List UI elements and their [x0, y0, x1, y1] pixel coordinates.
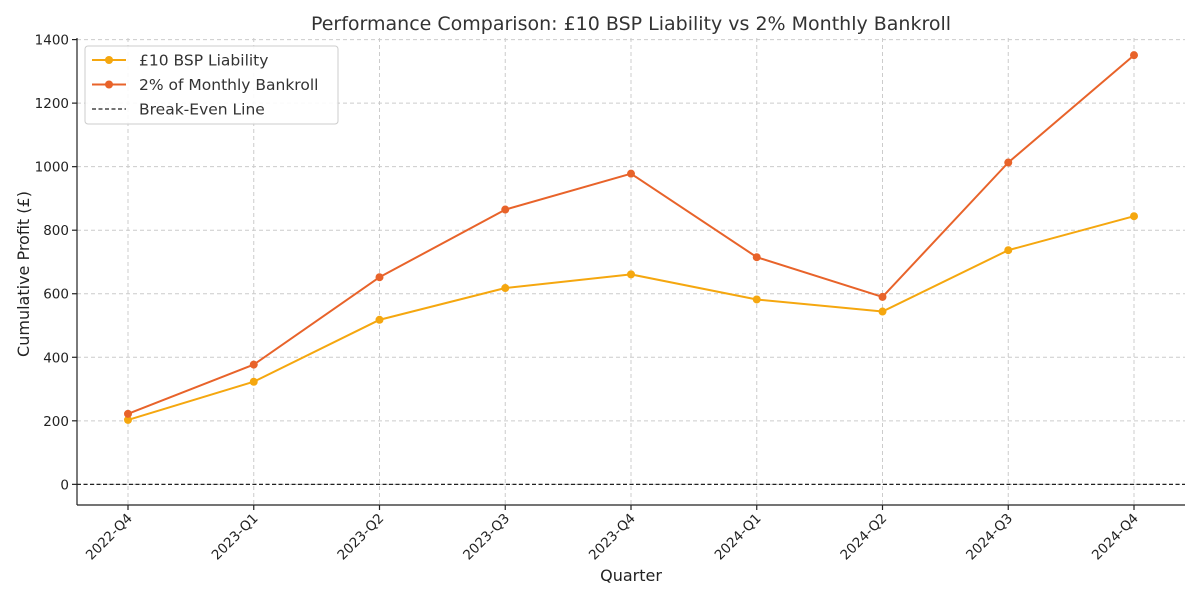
x-axis-title: Quarter	[600, 566, 662, 585]
legend-label: Break-Even Line	[139, 101, 265, 119]
data-point	[249, 360, 258, 369]
y-tick-label: 1000	[35, 160, 69, 176]
x-tick-label: 2023-Q3	[460, 511, 513, 564]
data-point	[249, 377, 258, 386]
series-1	[124, 212, 1138, 424]
data-point	[501, 205, 510, 214]
y-tick-label: 200	[43, 414, 69, 430]
legend-label: 2% of Monthly Bankroll	[139, 76, 318, 94]
data-point	[1130, 212, 1138, 221]
y-tick-label: 1200	[35, 96, 69, 112]
data-point	[1004, 246, 1013, 255]
legend-item: Break-Even Line	[92, 101, 265, 119]
series	[124, 51, 1138, 424]
y-tick-label: 600	[43, 287, 69, 303]
data-point	[752, 295, 761, 304]
legend-box	[84, 45, 339, 125]
data-point	[1004, 158, 1013, 167]
data-point	[878, 292, 887, 301]
data-point	[375, 315, 384, 324]
legend-marker	[105, 56, 113, 64]
legend-item: £10 BSP Liability	[92, 52, 268, 70]
chart-title: Performance Comparison: £10 BSP Liabilit…	[311, 13, 951, 35]
x-tick-label: 2022-Q4	[83, 511, 136, 564]
legend-label: £10 BSP Liability	[139, 52, 268, 70]
legend-items: £10 BSP Liability 2% of Monthly Bankroll B…	[92, 52, 318, 119]
legend-item: 2% of Monthly Bankroll	[92, 76, 318, 94]
x-tick-label: 2024-Q4	[1089, 511, 1142, 564]
y-tick-label: 0	[60, 477, 69, 493]
x-tick-label: 2024-Q3	[963, 511, 1016, 564]
y-tick-label: 1400	[35, 33, 69, 49]
data-point	[375, 273, 384, 282]
y-axis-title: Cumulative Profit (£)	[14, 191, 33, 357]
legend-marker	[105, 80, 113, 89]
data-point	[1130, 51, 1138, 60]
data-point	[752, 253, 761, 262]
data-point	[878, 307, 887, 316]
y-tick-label: 800	[43, 223, 69, 239]
legend: £10 BSP Liability 2% of Monthly Bankroll B…	[84, 45, 339, 125]
series-2	[124, 51, 1138, 418]
x-tick-label: 2023-Q4	[586, 511, 639, 564]
data-point	[501, 284, 510, 293]
x-tick-label: 2024-Q1	[712, 511, 765, 564]
x-tick-label: 2023-Q1	[209, 511, 262, 564]
x-tick-label: 2024-Q2	[837, 511, 890, 564]
x-tick-label: 2023-Q2	[334, 511, 387, 564]
data-point	[124, 415, 132, 424]
data-point	[627, 169, 635, 178]
y-tick-label: 400	[43, 350, 69, 366]
data-point	[124, 409, 132, 418]
data-point	[627, 270, 635, 279]
